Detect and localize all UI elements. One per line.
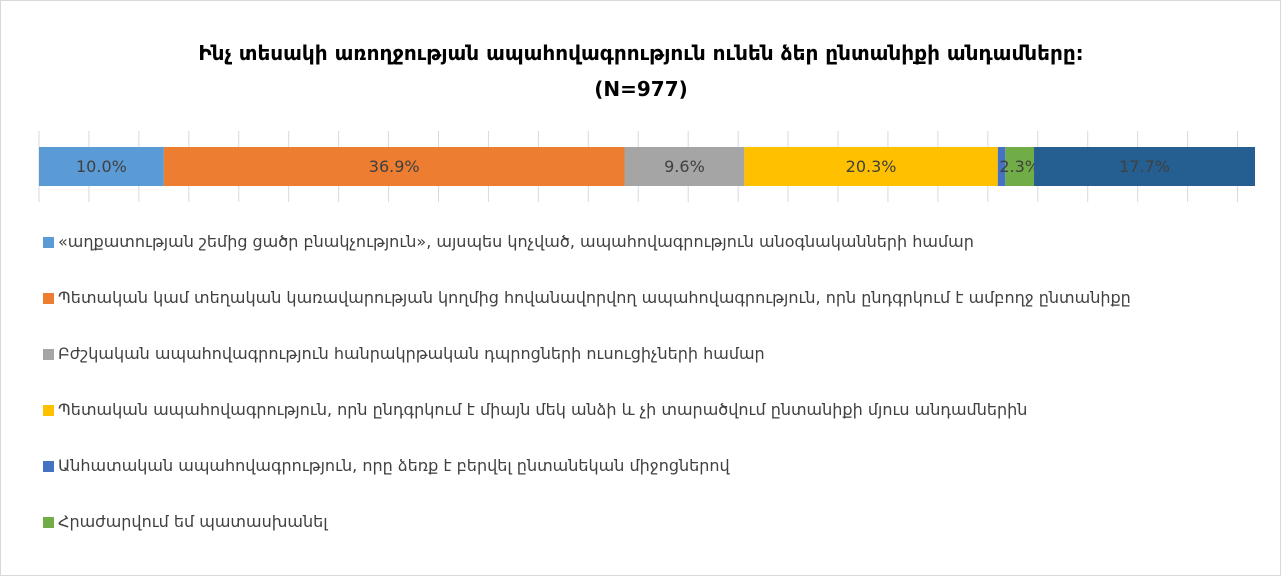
bar-segment [1005, 147, 1035, 186]
bar-segment [163, 147, 625, 186]
data-label: 17.7% [1119, 157, 1170, 176]
data-label: 9.6% [664, 157, 705, 176]
data-label: 20.3% [846, 157, 897, 176]
legend-swatch [43, 293, 54, 304]
bar-segment [624, 147, 745, 186]
legend-swatch [43, 405, 54, 416]
legend-item: Բժշկական ապահովագրություն հանրակրթական դ… [43, 343, 1278, 365]
chart-title: Ինչ տեսակի առողջության ապահովագրություն … [198, 41, 1084, 101]
legend-item: Անհատական ապահովագրություն, որը ձեռք է բ… [43, 455, 1278, 477]
bar-segment [1034, 147, 1255, 186]
legend-swatch [43, 349, 54, 360]
legend-swatch [43, 517, 54, 528]
legend-item: «աղքատության շեմից ցածր բնակչություն», ա… [43, 231, 1278, 253]
legend-label: Բժշկական ապահովագրություն հանրակրթական դ… [58, 344, 765, 363]
legend-item: Հրաժարվում եմ պատասխանել [43, 511, 1278, 533]
data-label: 2.3% [999, 157, 1040, 176]
bar-segment [744, 147, 998, 186]
legend-item: Պետական կամ տեղական կառավարության կողմից… [43, 287, 1278, 309]
legend-item: Պետական ապահովագրություն, որն ընդգրկում … [43, 399, 1278, 421]
bar-segment [39, 147, 164, 186]
data-label: 36.9% [369, 157, 420, 176]
legend-label: «աղքատության շեմից ցածր բնակչություն», ա… [58, 232, 974, 251]
legend-swatch [43, 237, 54, 248]
data-label: 10.0% [76, 157, 127, 176]
bar-segment [997, 147, 1006, 186]
legend-label: Պետական կամ տեղական կառավարության կողմից… [58, 288, 1131, 307]
legend-label: Անհատական ապահովագրություն, որը ձեռք է բ… [58, 456, 730, 475]
legend-swatch [43, 461, 54, 472]
legend-label: Պետական ապահովագրություն, որն ընդգրկում … [58, 400, 1028, 419]
legend-label: Հրաժարվում եմ պատասխանել [58, 512, 328, 531]
